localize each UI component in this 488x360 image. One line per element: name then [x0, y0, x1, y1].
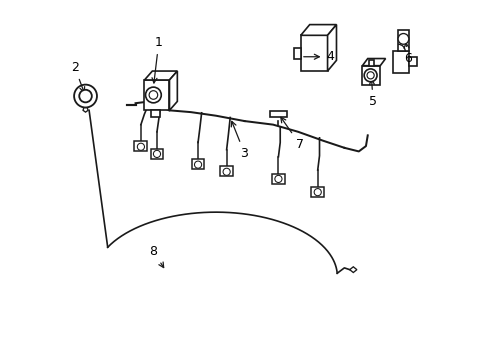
- Text: 1: 1: [152, 36, 163, 83]
- Bar: [408, 58, 416, 66]
- Bar: [362, 66, 380, 85]
- Bar: [144, 80, 169, 111]
- Text: 5: 5: [368, 80, 376, 108]
- Polygon shape: [362, 59, 385, 66]
- Circle shape: [313, 189, 321, 196]
- Circle shape: [79, 90, 92, 102]
- Text: 3: 3: [231, 121, 248, 160]
- Polygon shape: [300, 24, 336, 35]
- Circle shape: [223, 168, 230, 175]
- Polygon shape: [349, 267, 356, 273]
- Circle shape: [397, 33, 408, 44]
- Bar: [271, 174, 285, 184]
- Bar: [150, 149, 163, 158]
- Circle shape: [364, 69, 376, 82]
- Bar: [311, 187, 324, 197]
- Circle shape: [194, 161, 201, 168]
- Circle shape: [274, 175, 282, 183]
- Text: 8: 8: [149, 245, 163, 267]
- Polygon shape: [144, 71, 177, 80]
- Circle shape: [366, 72, 373, 79]
- Polygon shape: [169, 71, 177, 111]
- Circle shape: [74, 85, 97, 108]
- Bar: [294, 48, 300, 59]
- Bar: [269, 111, 286, 117]
- Polygon shape: [397, 30, 408, 51]
- Text: 2: 2: [71, 61, 84, 92]
- Bar: [392, 51, 408, 73]
- Bar: [368, 60, 373, 66]
- Bar: [220, 166, 233, 176]
- Circle shape: [149, 91, 157, 99]
- Circle shape: [153, 150, 160, 157]
- Bar: [134, 141, 147, 152]
- Bar: [151, 110, 160, 117]
- Polygon shape: [327, 24, 336, 71]
- Text: 4: 4: [303, 50, 333, 63]
- Circle shape: [145, 87, 161, 103]
- Text: 7: 7: [280, 117, 303, 151]
- Circle shape: [137, 143, 144, 150]
- Bar: [300, 35, 327, 71]
- Bar: [191, 159, 204, 169]
- Text: 6: 6: [403, 43, 411, 65]
- Polygon shape: [83, 108, 88, 112]
